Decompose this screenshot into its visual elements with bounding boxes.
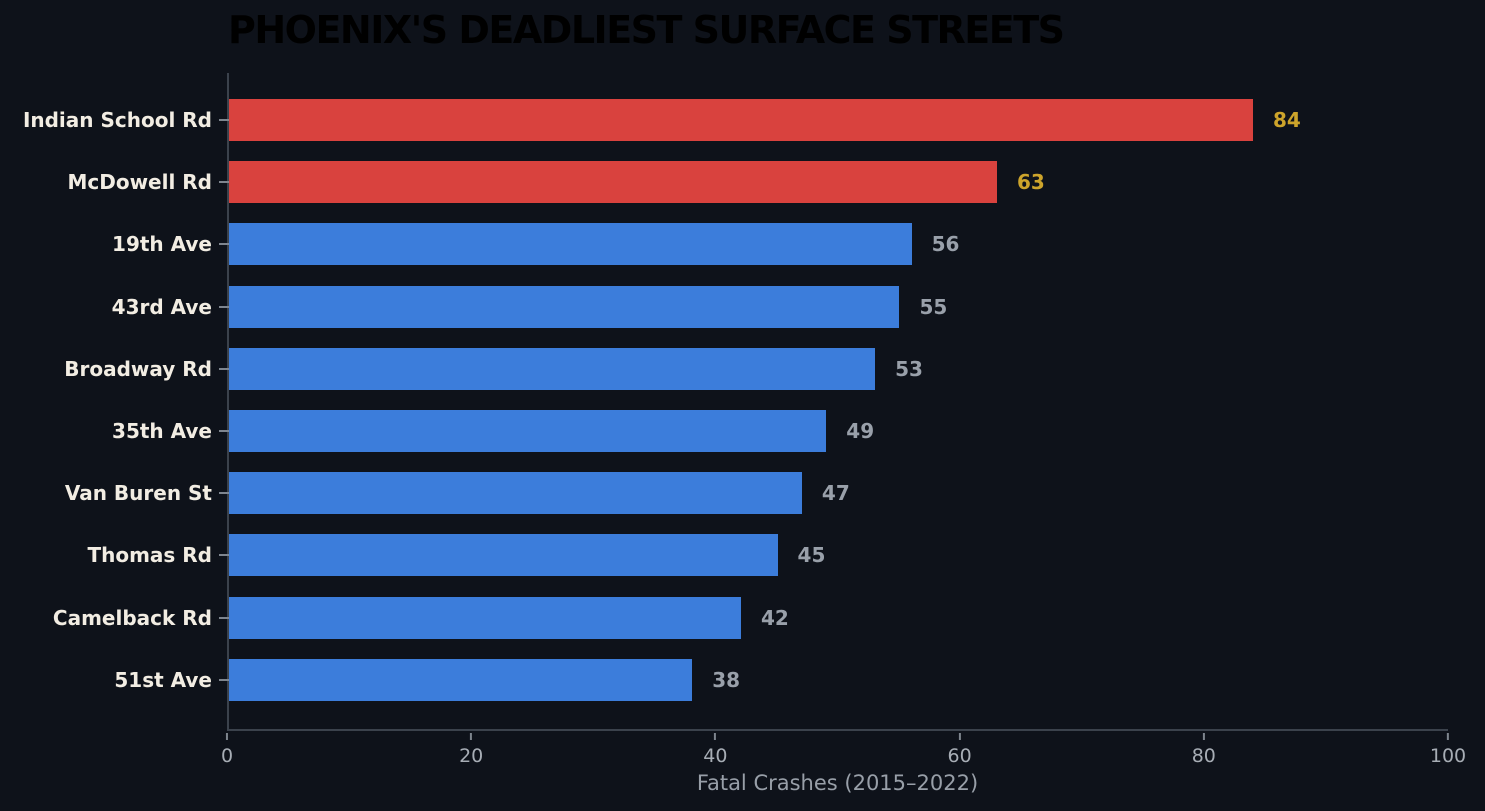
x-tick-mark xyxy=(1446,733,1449,740)
bar: 49 xyxy=(229,410,874,453)
x-axis-tick: 40 xyxy=(703,733,727,767)
y-axis-tick xyxy=(219,181,229,184)
y-axis-tick xyxy=(219,305,229,308)
category-label: McDowell Rd xyxy=(67,170,212,195)
x-tick-mark xyxy=(714,733,717,740)
category-label: Broadway Rd xyxy=(64,356,212,381)
value-label: 49 xyxy=(846,419,875,444)
bar: 63 xyxy=(229,161,1045,204)
y-axis-tick xyxy=(219,492,229,495)
y-axis-tick xyxy=(219,243,229,246)
bar-row: Indian School Rd 84 xyxy=(23,89,1448,151)
category-label: 43rd Ave xyxy=(111,294,212,319)
bar-row: Van Buren St 47 xyxy=(65,462,1448,524)
y-axis-tick xyxy=(219,367,229,370)
value-label: 42 xyxy=(760,605,789,630)
bar-rows: Indian School Rd 84 McDowell Rd 63 19th … xyxy=(23,73,1448,729)
x-tick-label: 0 xyxy=(220,745,234,767)
y-axis-tick xyxy=(219,616,229,619)
x-tick-label: 100 xyxy=(1429,745,1467,767)
y-axis-tick xyxy=(219,119,229,122)
category-label: Van Buren St xyxy=(64,481,212,506)
value-label: 55 xyxy=(919,294,948,319)
y-axis-tick xyxy=(219,430,229,433)
x-axis-tick: 100 xyxy=(1430,733,1466,767)
category-label: 35th Ave xyxy=(112,419,212,444)
y-axis-tick xyxy=(219,554,229,557)
bar: 56 xyxy=(229,223,959,266)
bar: 42 xyxy=(229,596,789,639)
bar: 55 xyxy=(229,285,947,328)
bar: 84 xyxy=(229,99,1301,142)
value-label: 56 xyxy=(931,232,960,257)
chart-title: PHOENIX'S DEADLIEST SURFACE STREETS xyxy=(228,8,1065,52)
x-tick-label: 20 xyxy=(459,745,484,767)
plot-area: Indian School Rd 84 McDowell Rd 63 19th … xyxy=(23,73,1448,731)
bar: 53 xyxy=(229,347,923,390)
x-tick-mark xyxy=(1202,733,1205,740)
value-label: 53 xyxy=(895,356,923,381)
x-tick-label: 40 xyxy=(703,745,728,767)
bar-row: Thomas Rd 45 xyxy=(87,524,1448,586)
bar: 38 xyxy=(229,658,740,701)
value-label: 47 xyxy=(821,481,850,506)
bar-row: Camelback Rd 42 xyxy=(53,587,1448,649)
bar-row: Broadway Rd 53 xyxy=(64,338,1448,400)
x-axis-tick: 20 xyxy=(459,733,483,767)
value-label: 63 xyxy=(1016,170,1045,195)
category-label: 51st Ave xyxy=(114,667,212,692)
bar-row: 35th Ave 49 xyxy=(112,400,1448,462)
category-label: 19th Ave xyxy=(112,232,212,257)
category-label: Camelback Rd xyxy=(52,605,212,630)
x-tick-mark xyxy=(226,733,228,740)
x-tick-mark xyxy=(470,733,473,740)
x-axis-tick: 80 xyxy=(1192,733,1216,767)
y-axis-tick xyxy=(219,678,229,681)
x-tick-label: 80 xyxy=(1191,745,1216,767)
x-axis-tick: 60 xyxy=(948,733,972,767)
x-axis: 0 20 40 60 80 100 xyxy=(221,733,1466,773)
bar: 47 xyxy=(229,472,850,515)
bar: 45 xyxy=(229,534,825,577)
value-label: 45 xyxy=(797,543,826,568)
category-label: Thomas Rd xyxy=(87,543,212,568)
bar-row: 51st Ave 38 xyxy=(114,649,1448,711)
value-label: 38 xyxy=(712,667,741,692)
x-axis-tick: 0 xyxy=(221,733,233,767)
bar-row: McDowell Rd 63 xyxy=(67,151,1448,213)
x-axis-title: Fatal Crashes (2015–2022) xyxy=(696,771,979,795)
bar-row: 43rd Ave 55 xyxy=(112,276,1448,338)
x-tick-label: 60 xyxy=(947,745,972,767)
value-label: 84 xyxy=(1272,108,1301,133)
bar-row: 19th Ave 56 xyxy=(112,213,1448,275)
category-label: Indian School Rd xyxy=(22,108,212,133)
x-tick-mark xyxy=(958,733,961,740)
